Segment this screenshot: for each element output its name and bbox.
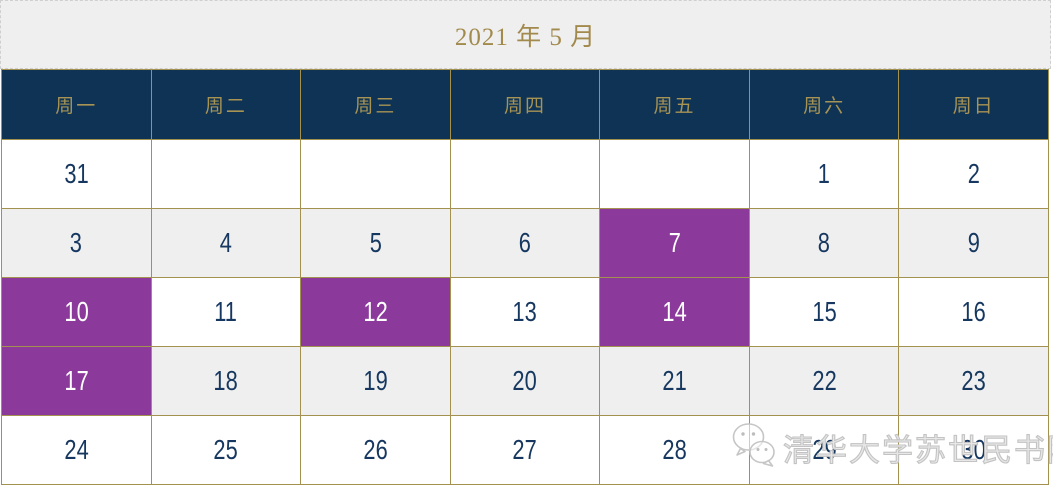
calendar-date-cell	[300, 139, 451, 209]
calendar-date-cell: 4	[150, 208, 302, 278]
date-label: 6	[518, 227, 532, 258]
calendar-date-cell: 24	[1, 415, 152, 485]
calendar-date-cell: 13	[449, 277, 601, 347]
calendar-date-cell: 10	[1, 277, 152, 347]
date-label: 17	[64, 365, 89, 396]
calendar-title: 2021 年 5 月	[454, 23, 597, 51]
date-label: 29	[811, 434, 837, 465]
date-label: 9	[967, 227, 980, 258]
date-label: 18	[213, 365, 238, 396]
calendar-date-cell: 18	[150, 346, 302, 416]
date-label: 25	[213, 434, 238, 465]
calendar-date-cell: 16	[898, 277, 1049, 347]
calendar-week-row: 10 11 12 13 14 15 16	[1, 277, 1049, 347]
calendar-date-cell: 21	[599, 346, 750, 416]
date-label: 7	[668, 227, 681, 258]
date-label: 30	[961, 434, 986, 465]
weekday-header-tue: 周二	[150, 69, 302, 140]
weekday-header-thu: 周四	[449, 69, 601, 140]
date-label: 24	[64, 434, 89, 465]
calendar-date-cell: 15	[748, 277, 900, 347]
date-label: 12	[363, 296, 388, 327]
date-label: 15	[811, 296, 837, 327]
date-label: 1	[818, 158, 831, 189]
calendar-week-row: 3 4 5 6 7 8 9	[1, 208, 1049, 278]
calendar-date-cell: 22	[748, 346, 900, 416]
calendar-week-row: 31 1 2	[1, 139, 1049, 209]
calendar-date-cell: 11	[150, 277, 302, 347]
weekday-header-fri: 周五	[599, 69, 750, 140]
date-label: 13	[512, 296, 538, 327]
date-label: 31	[64, 158, 89, 189]
calendar-title-band: 2021 年 5 月	[0, 0, 1051, 69]
date-label: 14	[662, 296, 687, 327]
calendar-date-cell: 29	[748, 415, 900, 485]
weekday-header-mon: 周一	[1, 69, 152, 140]
date-label: 3	[70, 227, 83, 258]
calendar-date-cell: 30	[898, 415, 1049, 485]
weekday-header-sun: 周日	[898, 69, 1049, 140]
calendar-week-row: 17 18 19 20 21 22 23	[1, 346, 1049, 416]
calendar-date-cell: 2	[898, 139, 1049, 209]
calendar-date-cell	[449, 139, 601, 209]
calendar-date-cell: 31	[1, 139, 152, 209]
calendar-date-cell	[150, 139, 302, 209]
calendar-date-cell: 23	[898, 346, 1049, 416]
calendar-date-cell: 1	[748, 139, 900, 209]
calendar-date-cell: 3	[1, 208, 152, 278]
calendar-date-cell: 8	[748, 208, 900, 278]
calendar-date-cell: 28	[599, 415, 750, 485]
calendar-date-cell: 7	[599, 208, 750, 278]
calendar-date-cell: 19	[300, 346, 451, 416]
calendar-date-cell: 25	[150, 415, 302, 485]
date-label: 11	[214, 296, 238, 327]
date-label: 26	[363, 434, 388, 465]
calendar-date-cell: 6	[449, 208, 601, 278]
calendar-table: 周一 周二 周三 周四 周五 周六 周日 31 1 2 3 4	[1, 69, 1049, 485]
date-label: 28	[662, 434, 687, 465]
calendar-week-row: 24 25 26 27 28 29 30	[1, 415, 1049, 485]
date-label: 5	[369, 227, 382, 258]
calendar-date-cell: 17	[1, 346, 152, 416]
calendar-date-cell: 12	[300, 277, 451, 347]
date-label: 10	[64, 296, 89, 327]
calendar-date-cell: 9	[898, 208, 1049, 278]
date-label: 20	[512, 365, 538, 396]
date-label: 16	[961, 296, 986, 327]
date-label: 21	[662, 365, 687, 396]
calendar-date-cell: 20	[449, 346, 601, 416]
calendar-date-cell: 26	[300, 415, 451, 485]
weekday-header-sat: 周六	[748, 69, 900, 140]
date-label: 22	[811, 365, 837, 396]
date-label: 23	[961, 365, 986, 396]
calendar-date-cell: 27	[449, 415, 601, 485]
calendar-date-cell	[599, 139, 750, 209]
date-label: 8	[818, 227, 831, 258]
weekday-header-row: 周一 周二 周三 周四 周五 周六 周日	[1, 69, 1049, 140]
date-label: 19	[363, 365, 388, 396]
date-label: 4	[219, 227, 232, 258]
date-label: 27	[512, 434, 538, 465]
calendar-date-cell: 14	[599, 277, 750, 347]
weekday-header-wed: 周三	[300, 69, 451, 140]
calendar-date-cell: 5	[300, 208, 451, 278]
date-label: 2	[967, 158, 980, 189]
